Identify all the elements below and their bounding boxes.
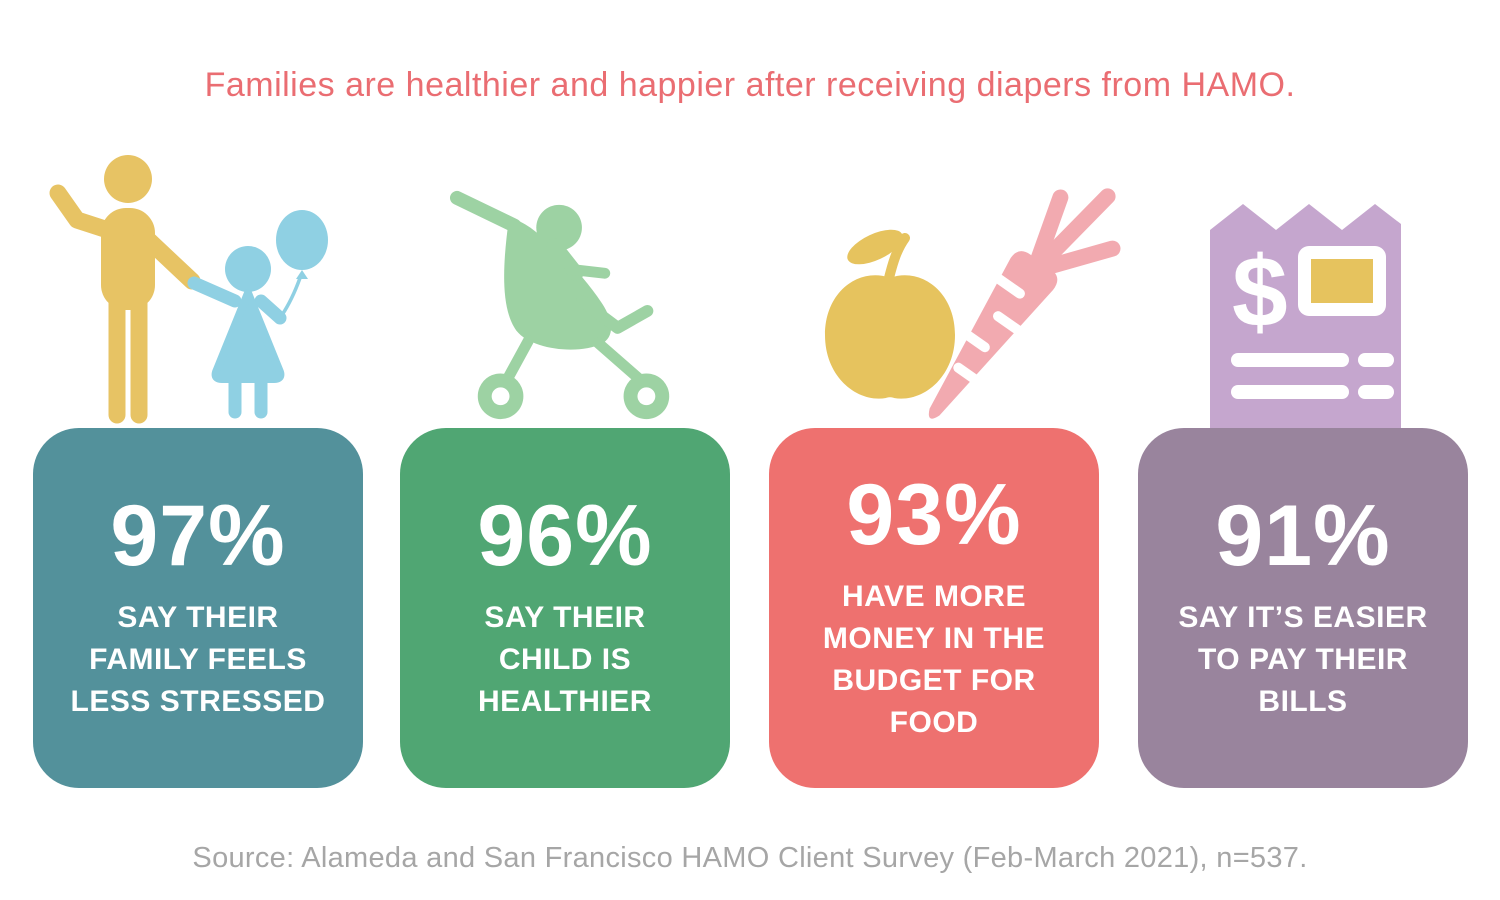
stat-caption-line: MONEY IN THE [822, 622, 1046, 655]
stat-caption-line: FOOD [889, 706, 979, 739]
page-title: Families are healthier and happier after… [204, 66, 1296, 104]
stat-caption-line: SAY IT’S EASIER [1178, 601, 1428, 634]
stat-caption-line: FAMILY FEELS [89, 643, 307, 676]
stat-percent: 97% [110, 488, 286, 584]
stat-caption: SAY THEIR CHILD IS HEALTHIER [478, 597, 652, 723]
stat-card-child-healthier: 96% SAY THEIR CHILD IS HEALTHIER [400, 428, 730, 788]
adult-and-child-with-balloon-icon [40, 152, 340, 428]
stat-caption: HAVE MORE MONEY IN THE BUDGET FOR FOOD [823, 576, 1045, 744]
stat-percent: 93% [846, 467, 1022, 563]
dollar-bill-receipt-icon: $ [1198, 190, 1413, 428]
stat-caption-line: HEALTHIER [478, 685, 652, 718]
source-note: Source: Alameda and San Francisco HAMO C… [192, 842, 1308, 874]
stat-card-less-stressed: 97% SAY THEIR FAMILY FEELS LESS STRESSED [33, 428, 363, 788]
stat-percent: 91% [1215, 488, 1391, 584]
apple-and-carrot-icon [805, 150, 1125, 428]
stat-card-pay-bills: 91% SAY IT’S EASIER TO PAY THEIR BILLS [1138, 428, 1468, 788]
stat-percent: 96% [477, 488, 653, 584]
stat-caption-line: SAY THEIR [117, 601, 279, 634]
stat-caption-line: SAY THEIR [484, 601, 646, 634]
svg-text:$: $ [1232, 236, 1288, 348]
stat-caption-line: TO PAY THEIR [1198, 643, 1408, 676]
stat-caption: SAY THEIR FAMILY FEELS LESS STRESSED [71, 597, 326, 723]
baby-stroller-icon [442, 182, 702, 428]
stat-caption-line: BUDGET FOR [832, 664, 1036, 697]
stat-card-budget-for-food: 93% HAVE MORE MONEY IN THE BUDGET FOR FO… [769, 428, 1099, 788]
stat-caption-line: BILLS [1258, 685, 1348, 718]
stat-caption: SAY IT’S EASIER TO PAY THEIR BILLS [1178, 597, 1427, 723]
stat-caption-line: HAVE MORE [842, 580, 1026, 613]
stat-caption-line: CHILD IS [498, 643, 632, 676]
stat-caption-line: LESS STRESSED [70, 685, 326, 718]
